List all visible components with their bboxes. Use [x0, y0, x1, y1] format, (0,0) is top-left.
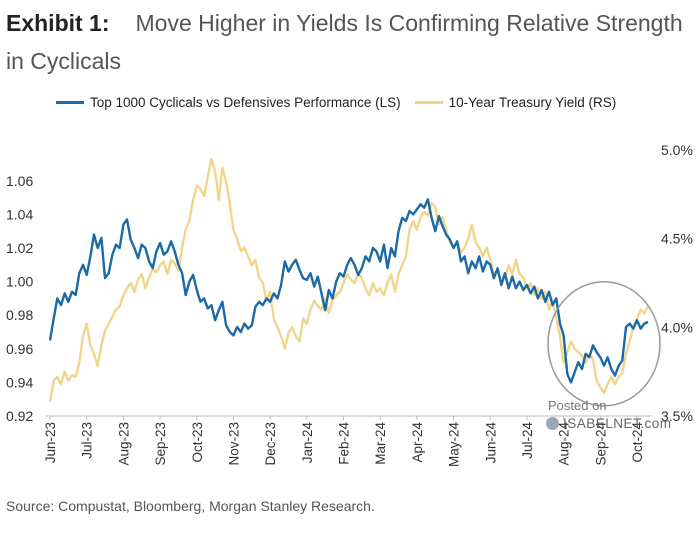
globe-icon	[546, 417, 559, 430]
watermark-posted-on: Posted on	[548, 398, 607, 413]
legend-label-yield: 10-Year Treasury Yield (RS)	[448, 95, 617, 110]
x-tick-label: Jun-23	[43, 422, 58, 463]
x-tick-label: Mar-24	[373, 422, 388, 465]
x-tick-label: Aug-24	[557, 422, 572, 466]
chart-title: Exhibit 1: Move Higher in Yields Is Confi…	[6, 4, 696, 80]
legend-item-yield: 10-Year Treasury Yield (RS)	[414, 95, 617, 110]
exhibit-label: Exhibit 1:	[6, 10, 110, 36]
y-right-tick-label: 5.0%	[661, 142, 693, 158]
x-tick-label: May-24	[447, 422, 462, 468]
x-tick-label: Nov-23	[226, 422, 241, 466]
watermark-brand: ISABELNET.com	[546, 416, 672, 431]
y-right-tick-label: 3.5%	[661, 408, 693, 424]
source-note: Source: Compustat, Bloomberg, Morgan Sta…	[6, 498, 375, 514]
exhibit-title-text: Move Higher in Yields Is Confirming Rela…	[6, 10, 683, 74]
y-left-tick-label: 0.92	[6, 408, 33, 424]
y-left-tick-label: 1.06	[6, 173, 33, 189]
y-right-tick-label: 4.0%	[661, 319, 693, 335]
legend-label-cyclicals: Top 1000 Cyclicals vs Defensives Perform…	[90, 95, 401, 110]
series-line-treasury-yield	[48, 157, 650, 403]
x-tick-label: Apr-24	[410, 422, 425, 463]
x-tick-label: Jul-24	[520, 422, 535, 459]
y-left-tick-label: 0.94	[6, 374, 33, 390]
y-right-tick-label: 4.5%	[661, 231, 693, 247]
legend-swatch-yield	[414, 101, 443, 104]
x-tick-label: Sep-23	[153, 422, 168, 466]
x-tick-label: Jul-23	[80, 422, 95, 459]
watermark-brand-text: ISABELNET.com	[563, 416, 672, 431]
x-tick-label: Jan-24	[300, 422, 315, 464]
x-tick-label: Oct-23	[190, 422, 205, 463]
y-left-tick-label: 0.96	[6, 341, 33, 357]
legend-swatch-cyclicals	[56, 101, 84, 104]
y-left-tick-label: 1.00	[6, 274, 33, 290]
x-tick-label: Jun-24	[483, 422, 498, 464]
x-tick-label: Aug-23	[116, 422, 131, 466]
legend: Top 1000 Cyclicals vs Defensives Perform…	[56, 95, 630, 110]
series-line-cyclicals-vs-defensives	[48, 198, 649, 384]
y-left-tick-label: 1.02	[6, 240, 33, 256]
legend-item-cyclicals: Top 1000 Cyclicals vs Defensives Perform…	[56, 95, 401, 110]
y-left-tick-label: 0.98	[6, 307, 33, 323]
x-tick-label: Oct-24	[630, 422, 645, 463]
annotation-circle	[547, 281, 661, 407]
x-tick-label: Feb-24	[337, 422, 352, 465]
y-left-tick-label: 1.04	[6, 206, 33, 222]
x-tick-label: Dec-23	[263, 422, 278, 466]
x-tick-label: Sep-24	[593, 422, 608, 466]
